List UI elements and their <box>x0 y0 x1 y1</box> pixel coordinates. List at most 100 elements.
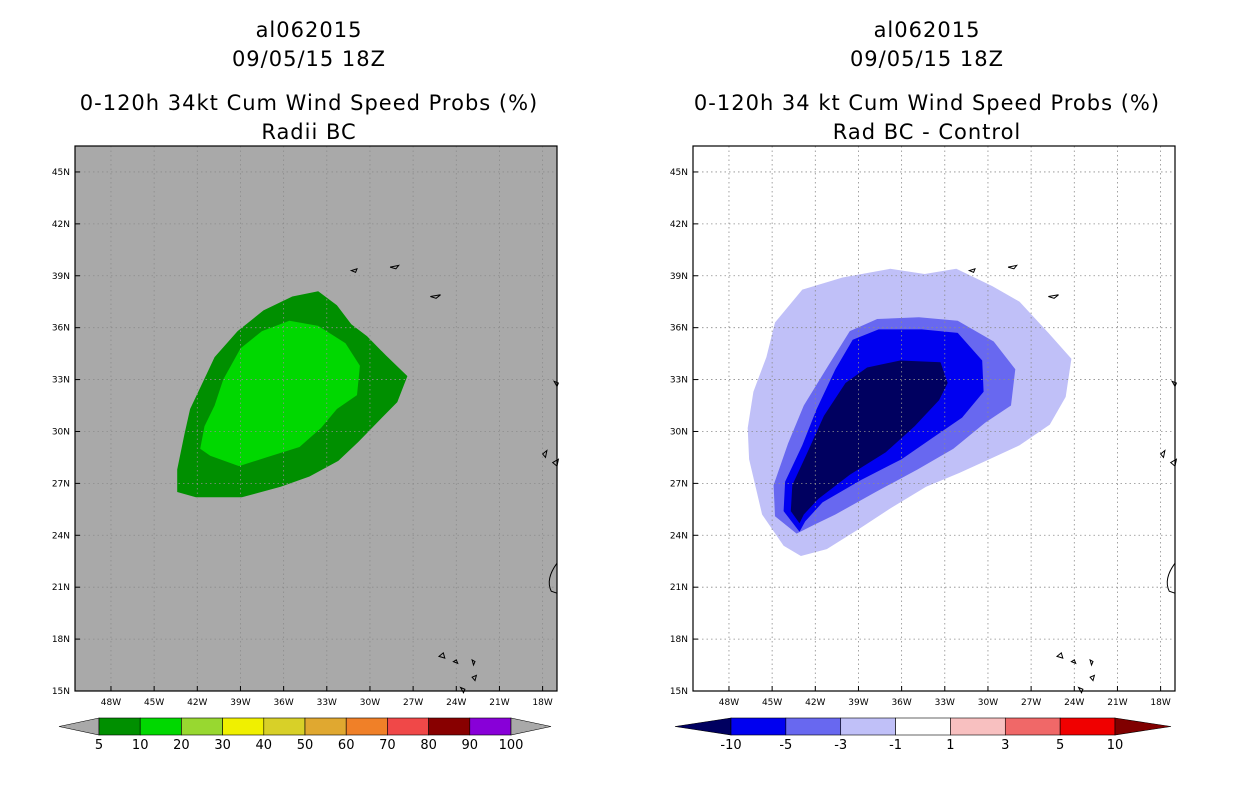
left-title-product: 0-120h 34kt Cum Wind Speed Probs (%) <box>79 91 539 115</box>
right-cape-verde-island-outline <box>1055 652 1064 659</box>
right-lat-tick-label: 42N <box>670 220 688 230</box>
left-colorbar-label: 90 <box>462 738 479 753</box>
left-lon-tick-label: 27W <box>403 698 423 708</box>
right-title-subtitle: Rad BC - Control <box>832 120 1022 144</box>
right-lon-tick-label: 36W <box>891 698 911 708</box>
right-lon-tick-label: 42W <box>805 698 825 708</box>
left-lon-tick-label: 36W <box>273 698 293 708</box>
right-colorbar-high-arrow <box>1114 717 1172 736</box>
left-lon-tick-label: 45W <box>144 698 164 708</box>
left-colorbar-swatch <box>345 717 388 736</box>
left-lon-tick-label: 39W <box>230 698 250 708</box>
right-azores-island-outline <box>1007 264 1018 270</box>
right-lat-tick-label: 39N <box>670 272 688 282</box>
left-lat-tick-label: 27N <box>52 479 70 489</box>
left-colorbar-label: 60 <box>338 738 355 753</box>
right-plot-frame <box>692 145 1176 692</box>
left-lat-tick-label: 24N <box>52 531 70 541</box>
right-lat-tick-label: 30N <box>670 427 688 437</box>
left-cape-verde-island-outline <box>471 658 476 667</box>
right-lon-tick-label: 27W <box>1021 698 1041 708</box>
right-chart-panel: al062015 09/05/15 18Z 0-120h 34 kt Cum W… <box>618 0 1236 800</box>
left-colorbar-swatch <box>428 717 471 736</box>
left-colorbar-high-arrow <box>510 717 552 736</box>
left-lon-tick-label: 21W <box>489 698 509 708</box>
right-lon-tick-label: 24W <box>1064 698 1084 708</box>
left-lon-tick-label: 30W <box>360 698 380 708</box>
right-canary-island-outline <box>1169 458 1178 468</box>
left-lat-tick-label: 30N <box>52 427 70 437</box>
left-colorbar-swatch <box>469 717 512 736</box>
right-lat-tick-label: 36N <box>670 324 688 334</box>
left-lat-tick-label: 42N <box>52 220 70 230</box>
right-colorbar-label: 1 <box>946 738 954 753</box>
right-colorbar-label: -1 <box>889 738 902 753</box>
right-cape-verde-island-outline <box>1070 659 1077 665</box>
left-lat-tick-label: 33N <box>52 376 70 386</box>
left-colorbar-label: 5 <box>95 738 103 753</box>
left-title-storm-id: al062015 <box>255 18 363 42</box>
right-lon-tick-label: 48W <box>719 698 739 708</box>
right-cape-verde-island-outline <box>1089 658 1094 667</box>
left-colorbar-swatch <box>139 717 182 736</box>
left-lat-tick-label: 45N <box>52 168 70 178</box>
left-africa-coastline <box>548 562 558 594</box>
left-colorbar-swatch <box>263 717 306 736</box>
right-canary-island-outline <box>1159 449 1166 459</box>
right-colorbar-swatch <box>840 717 896 736</box>
right-madeira-island-outline <box>1170 380 1178 388</box>
left-azores-island-outline <box>389 264 400 270</box>
left-colorbar-label: 50 <box>297 738 314 753</box>
right-title-storm-id: al062015 <box>873 18 981 42</box>
left-chart-panel: al062015 09/05/15 18Z 0-120h 34kt Cum Wi… <box>52 18 560 753</box>
right-lat-tick-label: 24N <box>670 531 688 541</box>
right-title-datetime: 09/05/15 18Z <box>849 47 1005 71</box>
left-colorbar-low-arrow <box>58 717 100 736</box>
left-title-datetime: 09/05/15 18Z <box>231 47 387 71</box>
left-colorbar-label: 10 <box>132 738 149 753</box>
right-lon-tick-label: 30W <box>978 698 998 708</box>
right-lat-tick-label: 18N <box>670 635 688 645</box>
right-title-product: 0-120h 34 kt Cum Wind Speed Probs (%) <box>693 91 1161 115</box>
left-canary-island-outline <box>551 458 560 468</box>
right-azores-island-outline <box>1048 294 1059 299</box>
right-colorbar-low-arrow <box>674 717 732 736</box>
left-lon-tick-label: 24W <box>446 698 466 708</box>
left-plot-frame <box>74 145 558 692</box>
right-cape-verde-island-outline <box>1089 674 1096 682</box>
left-map-chart: 48W 45W 42W 39W 36W 33W 30W 27W 24W 21W 18W 15N 18N 2… <box>52 145 560 753</box>
left-colorbar-label: 100 <box>499 738 524 753</box>
left-lat-tick-label: 21N <box>52 583 70 593</box>
right-colorbar-label: -10 <box>720 738 741 753</box>
left-lat-tick-label: 15N <box>52 687 70 697</box>
right-colorbar-label: -5 <box>779 738 792 753</box>
right-lon-tick-label: 18W <box>1150 698 1170 708</box>
right-lat-tick-label: 33N <box>670 376 688 386</box>
left-azores-island-outline <box>349 268 358 273</box>
right-colorbar-label: 10 <box>1107 738 1124 753</box>
right-azores-island-outline <box>967 268 976 273</box>
right-lat-tick-label: 27N <box>670 479 688 489</box>
left-colorbar-swatch <box>98 717 141 736</box>
left-madeira-island-outline <box>552 380 560 388</box>
left-lon-tick-label: 33W <box>317 698 337 708</box>
left-colorbar-label: 40 <box>256 738 273 753</box>
left-cape-verde-island-outline <box>452 659 459 665</box>
right-contour-region-4 <box>790 360 948 524</box>
right-africa-coastline <box>1166 562 1176 594</box>
left-colorbar-swatch <box>222 717 265 736</box>
left-colorbar-swatch <box>304 717 347 736</box>
left-azores-island-outline <box>430 294 441 299</box>
right-colorbar-swatch <box>1004 717 1061 736</box>
left-lat-tick-label: 36N <box>52 324 70 334</box>
right-lat-tick-label: 45N <box>670 168 688 178</box>
right-lat-tick-label: 15N <box>670 687 688 697</box>
right-colorbar-swatch <box>950 717 1006 736</box>
right-lon-tick-label: 33W <box>935 698 955 708</box>
left-lon-tick-label: 48W <box>101 698 121 708</box>
right-colorbar-label: -3 <box>834 738 847 753</box>
right-map-chart: 48W 45W 42W 39W 36W 33W 30W 27W 24W 21W 18W 15N 18N 2… <box>670 145 1178 753</box>
left-lat-tick-label: 18N <box>52 635 70 645</box>
left-colorbar-label: 70 <box>379 738 396 753</box>
left-lon-tick-label: 42W <box>187 698 207 708</box>
